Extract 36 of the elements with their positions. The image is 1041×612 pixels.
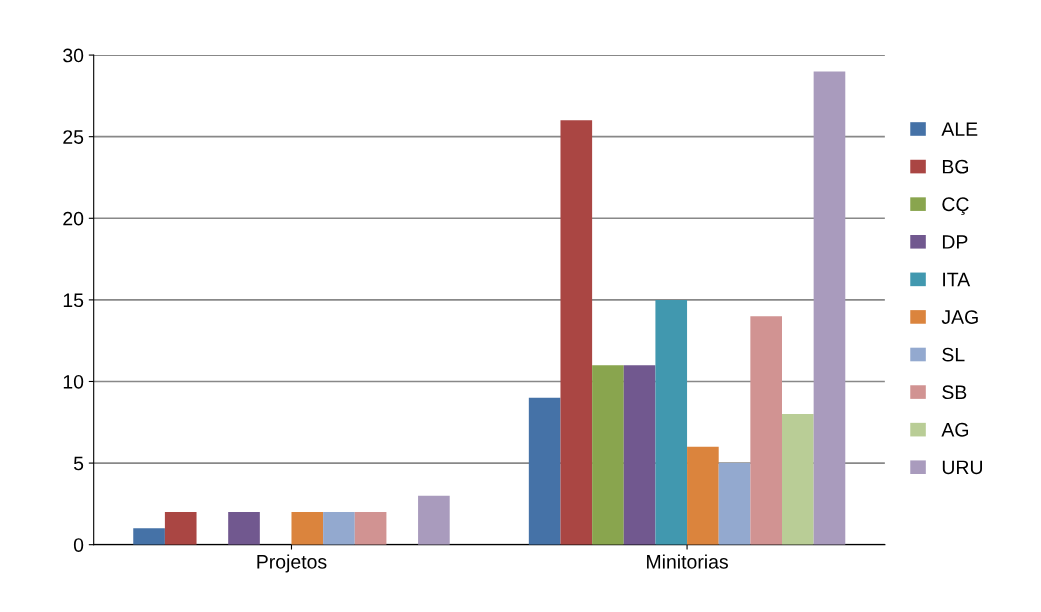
bar (560, 120, 593, 545)
bar (687, 446, 719, 545)
legend-label: AG (941, 422, 969, 437)
bar (323, 512, 355, 545)
legend-label: BG (942, 159, 969, 174)
bar (354, 512, 387, 545)
legend-label: DP (942, 235, 968, 249)
legend-label: SL (942, 347, 965, 362)
legend-label: JAG (941, 310, 978, 324)
x-tick-label: Minitorias (647, 554, 728, 569)
bar (813, 71, 846, 545)
x-tick-label: Projetos (257, 554, 327, 573)
bar (655, 299, 688, 545)
y-tick-label: 30 (63, 48, 84, 63)
y-tick-label: 10 (63, 374, 84, 389)
y-tick-label: 20 (63, 211, 84, 226)
bar (164, 512, 197, 545)
legend-label: CÇ (942, 197, 969, 216)
y-tick-label: 0 (73, 538, 84, 552)
bar (592, 365, 624, 545)
bar (623, 365, 656, 545)
bar (291, 512, 324, 545)
bar (750, 316, 782, 545)
y-tick-label: 5 (73, 456, 84, 471)
y-tick-label: 25 (63, 130, 84, 144)
bar (228, 512, 260, 545)
bar (782, 414, 814, 545)
legend-label: ALE (941, 122, 978, 136)
bar (528, 397, 561, 545)
bar (718, 463, 751, 545)
legend-label: ITA (943, 272, 971, 287)
bar (418, 495, 450, 545)
y-tick-label: 15 (63, 293, 84, 308)
legend-label: URU (942, 460, 982, 475)
bar (133, 528, 165, 545)
legend-label: SB (942, 385, 967, 400)
